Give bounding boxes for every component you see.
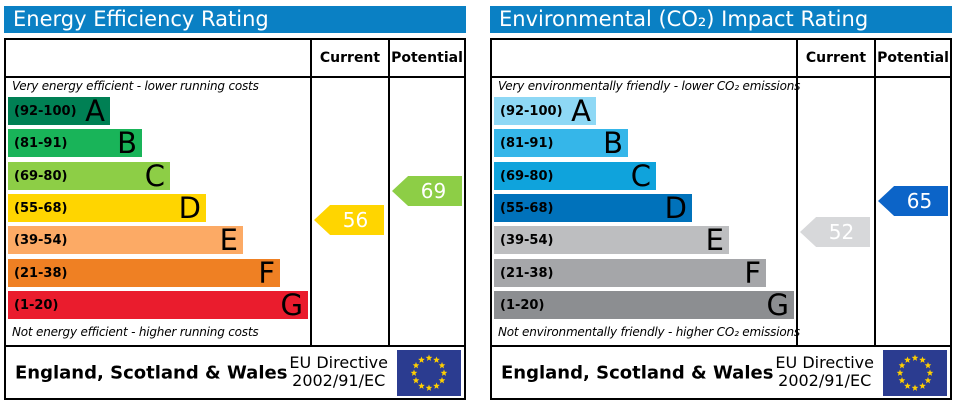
band-range: (39-54)	[14, 232, 68, 248]
band-range: (39-54)	[500, 232, 554, 248]
environmental-impact-panel: Environmental (CO₂) Impact Rating Curren…	[490, 6, 952, 400]
column-divider	[310, 40, 312, 347]
rating-chart: Current Potential Very environmentally f…	[490, 38, 952, 400]
band-b: (81-91) B	[494, 126, 628, 160]
band-letter: F	[744, 256, 761, 290]
potential-column-header: Potential	[391, 50, 463, 66]
column-divider	[874, 40, 876, 347]
potential-rating-value: 69	[420, 179, 447, 203]
band-letter: D	[178, 191, 201, 225]
eu-directive-label: EU Directive 2002/91/EC	[775, 352, 874, 392]
band-c: (69-80) C	[494, 159, 656, 193]
band-letter: D	[664, 191, 687, 225]
top-caption: Very energy efficient - lower running co…	[12, 79, 259, 93]
footer-divider	[6, 345, 464, 347]
band-range: (21-38)	[14, 265, 68, 281]
potential-rating-value: 65	[906, 189, 933, 213]
band-letter: F	[258, 256, 275, 290]
current-column-header: Current	[805, 50, 867, 66]
band-range: (92-100)	[500, 103, 563, 119]
column-divider	[388, 40, 390, 347]
header-divider	[6, 76, 464, 78]
eu-directive-line1: EU Directive	[289, 352, 388, 372]
band-a: (92-100) A	[494, 94, 596, 128]
eu-directive-line1: EU Directive	[775, 352, 874, 372]
potential-column-header: Potential	[877, 50, 949, 66]
current-column-header: Current	[319, 50, 381, 66]
eu-directive-label: EU Directive 2002/91/EC	[289, 352, 388, 392]
band-letter: B	[603, 126, 623, 160]
band-letter: G	[280, 288, 303, 322]
band-f: (21-38) F	[8, 256, 280, 290]
band-range: (55-68)	[500, 200, 554, 216]
band-letter: E	[219, 223, 238, 257]
band-e: (39-54) E	[494, 223, 729, 257]
region-label: England, Scotland & Wales	[501, 362, 774, 383]
band-range: (69-80)	[14, 168, 68, 184]
band-e: (39-54) E	[8, 223, 243, 257]
potential-rating-arrow: 69	[392, 176, 462, 206]
panel-footer: England, Scotland & Wales EU Directive 2…	[492, 347, 950, 398]
band-range: (1-20)	[500, 297, 545, 313]
band-range: (55-68)	[14, 200, 68, 216]
energy-efficiency-panel: Energy Efficiency Rating Current Potenti…	[4, 6, 466, 400]
band-b: (81-91) B	[8, 126, 142, 160]
current-rating-value: 56	[342, 208, 369, 232]
panel-footer: England, Scotland & Wales EU Directive 2…	[6, 347, 464, 398]
current-rating-arrow: 56	[314, 205, 384, 235]
current-rating-arrow: 52	[800, 217, 870, 247]
rating-bands: (92-100) A (81-91) B (69-80) C (55-68) D (39-54)…	[6, 40, 464, 398]
band-a: (92-100) A	[8, 94, 110, 128]
band-letter: E	[705, 223, 724, 257]
header-divider	[492, 76, 950, 78]
band-g: (1-20) G	[494, 288, 794, 322]
band-range: (92-100)	[14, 103, 77, 119]
band-range: (81-91)	[500, 135, 554, 151]
band-letter: A	[571, 94, 591, 128]
panel-title: Energy Efficiency Rating	[13, 7, 269, 31]
potential-rating-arrow: 65	[878, 186, 948, 216]
band-letter: G	[766, 288, 789, 322]
band-letter: C	[144, 159, 165, 193]
bottom-caption: Not environmentally friendly - higher CO…	[498, 325, 800, 339]
eu-directive-line2: 2002/91/EC	[292, 371, 386, 391]
column-divider	[796, 40, 798, 347]
eu-directive-line2: 2002/91/EC	[778, 371, 872, 391]
rating-bands: (92-100) A (81-91) B (69-80) C (55-68) D (39-54)…	[492, 40, 950, 398]
current-rating-value: 52	[828, 220, 855, 244]
rating-chart: Current Potential Very energy efficient …	[4, 38, 466, 400]
bottom-caption: Not energy efficient - higher running co…	[12, 325, 259, 339]
band-d: (55-68) D	[494, 191, 692, 225]
band-range: (1-20)	[14, 297, 59, 313]
eu-flag-icon	[883, 349, 947, 396]
panel-title-bar: Environmental (CO₂) Impact Rating	[490, 6, 952, 33]
band-range: (69-80)	[500, 168, 554, 184]
panel-title: Environmental (CO₂) Impact Rating	[499, 7, 869, 31]
eu-flag-icon	[397, 349, 461, 396]
band-f: (21-38) F	[494, 256, 766, 290]
panel-title-bar: Energy Efficiency Rating	[4, 6, 466, 33]
band-d: (55-68) D	[8, 191, 206, 225]
band-range: (21-38)	[500, 265, 554, 281]
band-g: (1-20) G	[8, 288, 308, 322]
region-label: England, Scotland & Wales	[15, 362, 288, 383]
footer-divider	[492, 345, 950, 347]
band-letter: A	[85, 94, 105, 128]
band-letter: B	[117, 126, 137, 160]
top-caption: Very environmentally friendly - lower CO…	[498, 79, 801, 93]
band-letter: C	[630, 159, 651, 193]
band-c: (69-80) C	[8, 159, 170, 193]
band-range: (81-91)	[14, 135, 68, 151]
